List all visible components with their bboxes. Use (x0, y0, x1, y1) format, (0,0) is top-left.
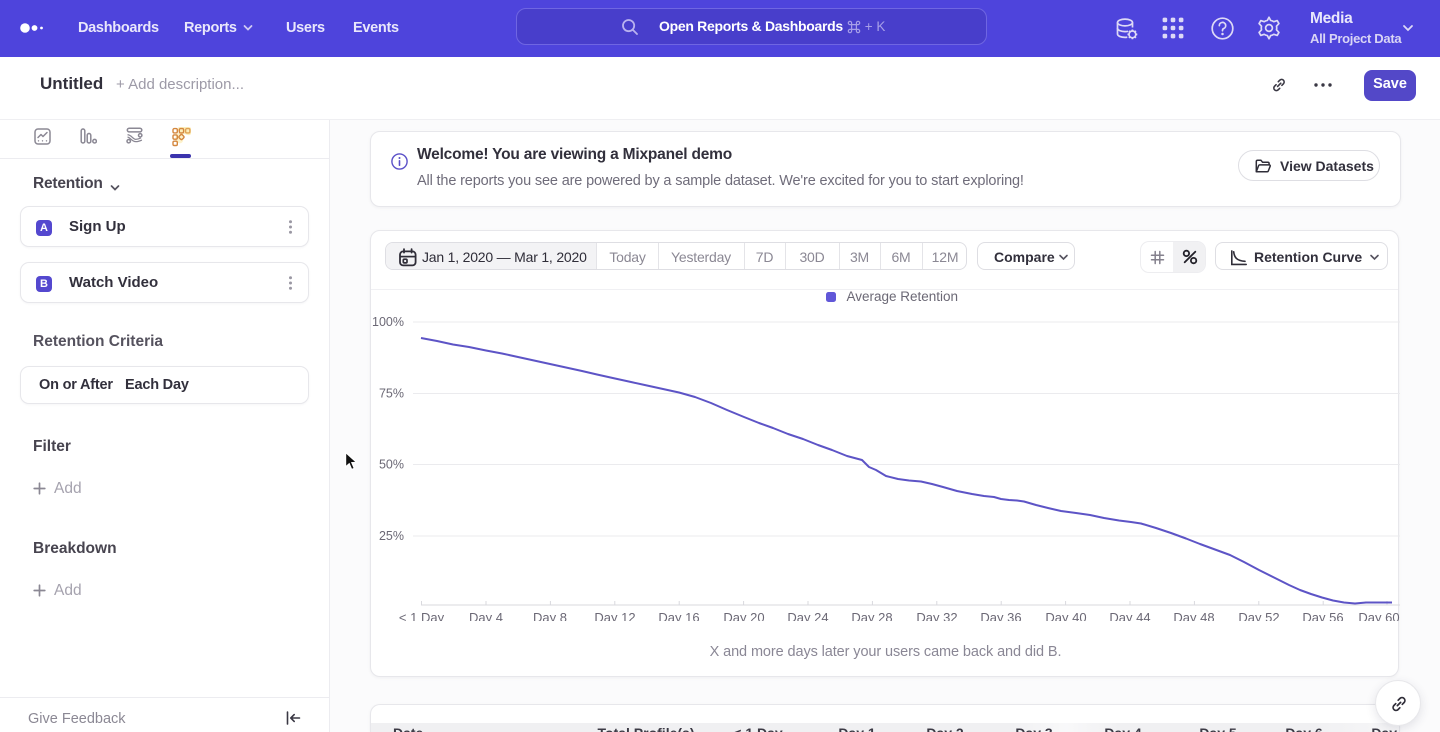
svg-text:Day 52: Day 52 (1238, 610, 1279, 621)
svg-text:50%: 50% (379, 458, 404, 472)
svg-text:Day 56: Day 56 (1302, 610, 1343, 621)
svg-text:75%: 75% (379, 387, 404, 401)
svg-text:Day 48: Day 48 (1173, 610, 1214, 621)
svg-text:Day 16: Day 16 (658, 610, 699, 621)
svg-text:Day 8: Day 8 (533, 610, 567, 621)
svg-text:100%: 100% (372, 315, 404, 329)
svg-text:Day 28: Day 28 (851, 610, 892, 621)
svg-text:Day 4: Day 4 (469, 610, 503, 621)
svg-text:< 1 Day: < 1 Day (399, 610, 445, 621)
svg-text:Day 60: Day 60 (1358, 610, 1399, 621)
svg-text:Day 12: Day 12 (594, 610, 635, 621)
svg-text:Day 36: Day 36 (980, 610, 1021, 621)
svg-text:Day 44: Day 44 (1109, 610, 1150, 621)
svg-text:Day 20: Day 20 (723, 610, 764, 621)
svg-text:25%: 25% (379, 529, 404, 543)
svg-text:Day 40: Day 40 (1045, 610, 1086, 621)
svg-text:Day 32: Day 32 (916, 610, 957, 621)
svg-text:Day 24: Day 24 (787, 610, 828, 621)
